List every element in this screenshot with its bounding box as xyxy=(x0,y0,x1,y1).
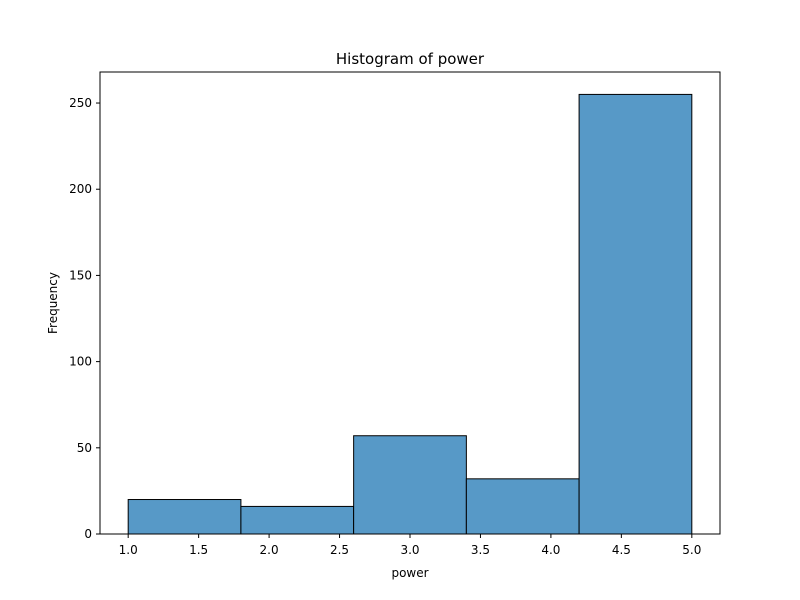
x-tick-label: 4.0 xyxy=(541,543,560,557)
x-tick-label: 3.0 xyxy=(400,543,419,557)
histogram-bar-2 xyxy=(240,505,355,535)
histogram-bar-3 xyxy=(353,435,467,535)
x-tick-label: 5.0 xyxy=(682,543,701,557)
x-tick-label: 4.5 xyxy=(612,543,631,557)
histogram-bar-1 xyxy=(127,499,242,535)
y-axis-label: Frequency xyxy=(46,272,60,334)
y-tick-label: 50 xyxy=(77,441,92,455)
histogram-bar-5 xyxy=(578,93,693,535)
y-tick-label: 200 xyxy=(69,182,92,196)
y-tick-label: 100 xyxy=(69,355,92,369)
x-tick-label: 3.5 xyxy=(471,543,490,557)
x-tick-label: 1.0 xyxy=(119,543,138,557)
x-axis-ticks: 1.0 1.5 2.0 2.5 3.0 3.5 4.0 4.5 5.0 xyxy=(119,534,701,557)
plot-frame xyxy=(99,71,721,535)
x-tick-label: 2.0 xyxy=(260,543,279,557)
bars-group xyxy=(127,93,693,535)
y-tick-label: 250 xyxy=(69,96,92,110)
y-axis-ticks: 0 50 100 150 200 250 xyxy=(69,96,100,541)
histogram-bar-4 xyxy=(465,478,580,535)
y-tick-label: 0 xyxy=(84,527,92,541)
chart-title: Histogram of power xyxy=(336,50,485,68)
x-tick-label: 2.5 xyxy=(330,543,349,557)
x-axis-label: power xyxy=(391,566,428,580)
y-tick-label: 150 xyxy=(69,268,92,282)
x-tick-label: 1.5 xyxy=(189,543,208,557)
